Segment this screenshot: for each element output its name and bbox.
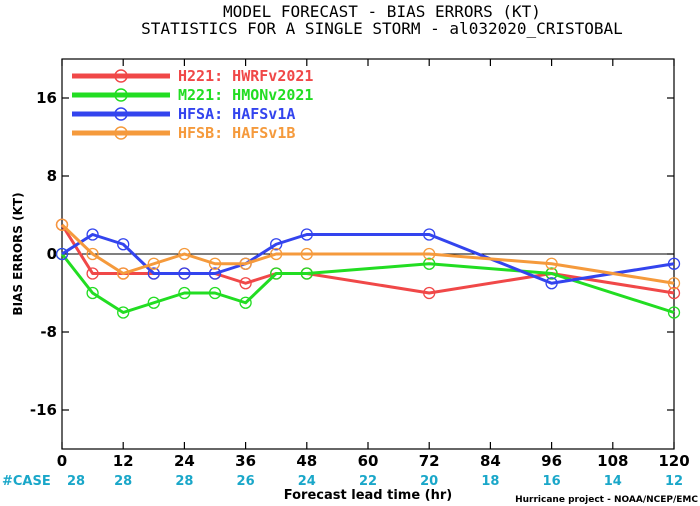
x-tick-label: 84 — [480, 452, 501, 470]
series-point — [147, 296, 160, 309]
legend-marker — [114, 126, 128, 140]
x-tick-label: 108 — [597, 452, 628, 470]
y-tick-label: 8 — [47, 167, 57, 185]
series-point — [117, 306, 130, 319]
y-axis-label: BIAS ERRORS (KT) — [11, 192, 25, 315]
series-point — [86, 267, 99, 280]
series-point — [545, 277, 558, 290]
series-point — [208, 257, 222, 270]
series-point — [667, 286, 681, 300]
series-point — [300, 228, 313, 241]
series-point — [55, 218, 69, 231]
y-tick-label: -16 — [30, 401, 57, 419]
series-point — [667, 277, 681, 290]
series-point — [178, 267, 191, 280]
series-point — [300, 247, 313, 261]
x-tick-label: 48 — [296, 452, 317, 470]
series-point — [423, 257, 436, 270]
case-count: 24 — [298, 474, 316, 489]
series-point — [667, 306, 681, 319]
chart-title: MODEL FORECAST - BIAS ERRORS (KT) — [223, 2, 541, 21]
legend-entry: HFSA: HAFSv1A — [178, 105, 295, 123]
y-axis: -16 -8 0 8 16 — [30, 89, 674, 419]
series-point — [423, 247, 436, 261]
series-point — [178, 286, 191, 300]
series-point — [270, 247, 283, 261]
series-point — [208, 267, 222, 280]
series-point — [55, 247, 69, 261]
case-count: 22 — [359, 474, 377, 489]
series-point — [117, 238, 130, 251]
case-count: 28 — [175, 474, 193, 489]
y-tick-label: 16 — [36, 89, 57, 107]
case-count: 26 — [237, 474, 255, 489]
x-tick-label: 60 — [358, 452, 379, 470]
x-tick-label: 12 — [113, 452, 134, 470]
case-count: 20 — [420, 474, 438, 489]
x-axis-label: Forecast lead time (hr) — [284, 488, 452, 503]
legend-entry: HFSB: HAFSv1B — [178, 124, 295, 142]
legend-entry: M221: HMONv2021 — [178, 86, 313, 104]
credit-text: Hurricane project - NOAA/NCEP/EMC — [515, 495, 698, 505]
series-point — [86, 247, 99, 261]
x-tick-label: 72 — [419, 452, 440, 470]
legend-entry: H221: HWRFv2021 — [178, 67, 313, 85]
case-count: 16 — [543, 474, 561, 489]
series-point — [270, 238, 283, 251]
series-point — [86, 228, 99, 241]
series-point — [117, 267, 130, 280]
case-count: 14 — [604, 474, 622, 489]
x-tick-label: 0 — [57, 452, 67, 470]
case-count: 12 — [665, 474, 683, 489]
series-layer — [55, 218, 681, 319]
series-point — [545, 257, 558, 270]
series-point — [545, 267, 558, 280]
x-tick-label: 120 — [658, 452, 689, 470]
legend-marker — [114, 69, 128, 83]
series-point — [423, 286, 436, 300]
series-point — [86, 286, 99, 300]
x-tick-label: 36 — [235, 452, 256, 470]
series-point — [239, 277, 252, 290]
legend-marker — [114, 107, 128, 121]
x-axis: 0 12 24 36 48 60 72 84 96 108 120 — [57, 59, 690, 470]
series-point — [667, 257, 681, 270]
series-point — [208, 286, 222, 300]
series-point — [300, 267, 313, 280]
case-count: 18 — [481, 474, 499, 489]
case-count: 28 — [114, 474, 132, 489]
legend-marker — [114, 88, 128, 102]
series-point — [239, 296, 252, 309]
x-tick-label: 96 — [541, 452, 562, 470]
series-point — [423, 228, 436, 241]
case-label: #CASE — [2, 474, 51, 489]
series-point — [178, 247, 191, 261]
case-count-row: #CASE 28 28 28 26 24 22 20 18 16 14 12 — [2, 474, 683, 489]
x-tick-label: 24 — [174, 452, 195, 470]
series-point — [239, 257, 252, 270]
series-point — [147, 257, 160, 270]
series-point — [147, 267, 160, 280]
chart-subtitle: STATISTICS FOR A SINGLE STORM - al032020… — [141, 19, 623, 38]
y-tick-label: 0 — [47, 245, 57, 263]
series-point — [270, 267, 283, 280]
y-tick-label: -8 — [40, 323, 57, 341]
case-count: 28 — [67, 474, 85, 489]
